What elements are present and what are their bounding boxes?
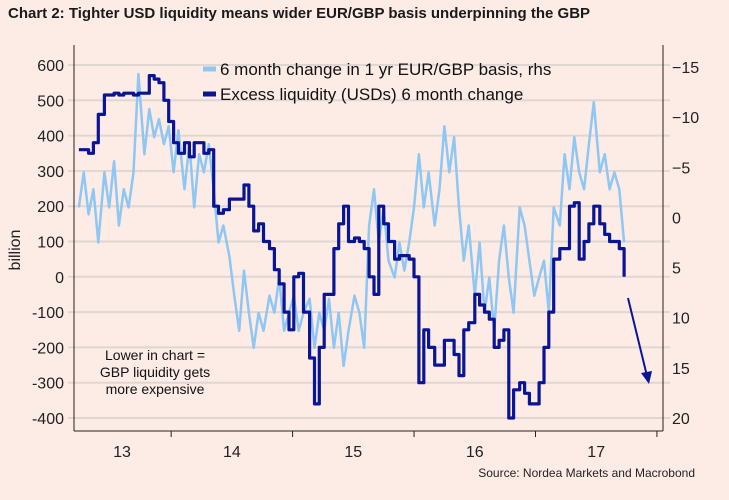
y-tick-label: 300 — [37, 164, 64, 181]
y-tick-label: -200 — [32, 340, 64, 357]
y-tick-label: -400 — [32, 411, 64, 428]
y2-tick-label: 10 — [672, 311, 690, 328]
legend-label-liquidity: Excess liquidity (USDs) 6 month change — [220, 85, 523, 104]
x-tick-label: 15 — [344, 444, 362, 461]
y2-tick-label: 20 — [672, 411, 690, 428]
x-tick-label: 17 — [587, 444, 605, 461]
source-note: Source: Nordea Markets and Macrobond — [478, 466, 695, 480]
y2-tick-label: 5 — [672, 261, 681, 278]
y-tick-label: 400 — [37, 129, 64, 146]
y2-tick-label: −5 — [672, 160, 690, 177]
legend-label-basis: 6 month change in 1 yr EUR/GBP basis, rh… — [220, 60, 551, 79]
y-tick-label: -300 — [32, 376, 64, 393]
y-tick-label: -100 — [32, 305, 64, 322]
y2-tick-label: 0 — [672, 210, 681, 227]
x-tick-label: 14 — [223, 444, 241, 461]
annotation-line-3: more expensive — [106, 381, 205, 397]
series-line-basis — [77, 72, 626, 368]
series-line-liquidity — [78, 74, 626, 420]
x-tick-label: 16 — [466, 444, 484, 461]
y-tick-label: 0 — [55, 270, 64, 287]
y-tick-label: 200 — [37, 199, 64, 216]
y-axis-label: billion — [7, 230, 24, 271]
down-arrow-icon — [627, 297, 652, 384]
y-tick-label: 600 — [37, 58, 64, 75]
annotation: Lower in chart = GBP liquidity gets more… — [100, 347, 210, 397]
y2-tick-label: 15 — [672, 361, 690, 378]
annotation-line-1: Lower in chart = — [105, 347, 205, 363]
chart-title: Chart 2: Tighter USD liquidity means wid… — [8, 5, 590, 22]
right-axis-ticks: −15 −10 −5 0 5 10 15 20 — [672, 60, 699, 428]
x-tick-label: 13 — [113, 444, 131, 461]
left-axis-ticks: 600 500 400 300 200 100 0 -100 -200 -300 -400 — [32, 58, 64, 428]
series-group — [77, 72, 626, 420]
y-tick-label: 100 — [37, 235, 64, 252]
annotation-line-2: GBP liquidity gets — [100, 364, 210, 380]
legend: 6 month change in 1 yr EUR/GBP basis, rh… — [203, 60, 551, 104]
y2-tick-label: −10 — [672, 110, 699, 127]
y-tick-label: 500 — [37, 93, 64, 110]
y2-tick-label: −15 — [672, 60, 699, 77]
x-axis-ticks: 13 14 15 16 17 — [113, 431, 658, 461]
